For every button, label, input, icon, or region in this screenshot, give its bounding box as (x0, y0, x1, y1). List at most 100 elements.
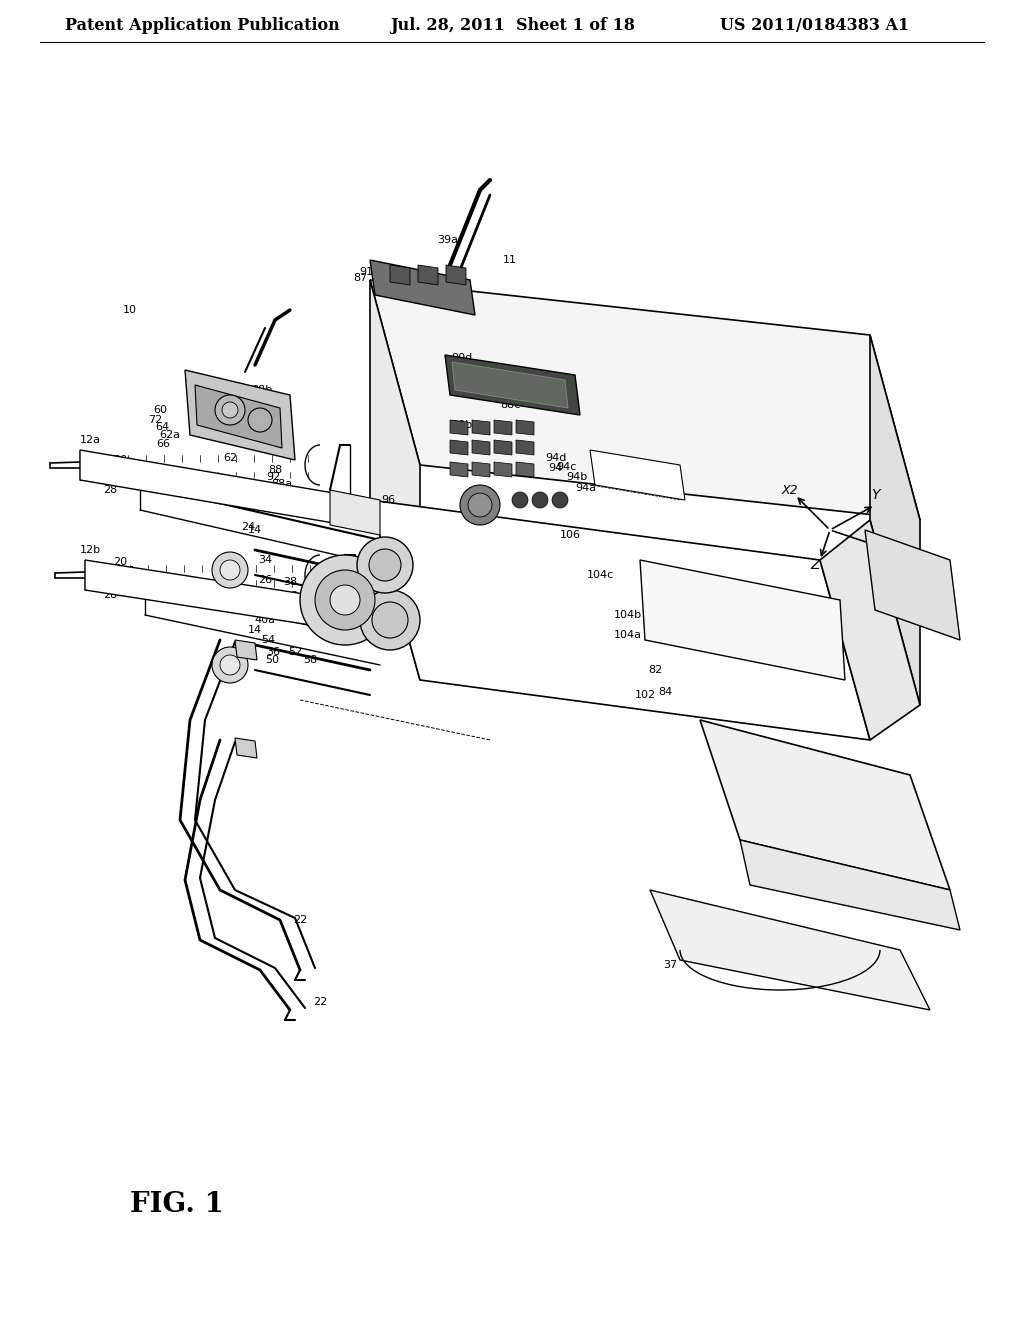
Text: 12b: 12b (80, 545, 100, 554)
Text: 72: 72 (147, 414, 162, 425)
Polygon shape (516, 462, 534, 477)
Text: 36: 36 (266, 647, 280, 657)
Polygon shape (740, 840, 961, 931)
Polygon shape (450, 420, 468, 436)
Polygon shape (590, 450, 685, 500)
Text: 60: 60 (153, 405, 167, 414)
Text: 20: 20 (113, 455, 127, 465)
Polygon shape (494, 420, 512, 436)
Text: 28: 28 (102, 590, 117, 601)
Text: 22: 22 (313, 997, 327, 1007)
Text: 14: 14 (248, 525, 262, 535)
Polygon shape (370, 260, 475, 315)
Text: 38a: 38a (285, 591, 305, 601)
Text: 14: 14 (248, 624, 262, 635)
Text: US 2011/0184383 A1: US 2011/0184383 A1 (720, 16, 909, 33)
Text: X1: X1 (892, 564, 908, 577)
Text: 90d: 90d (452, 352, 473, 363)
Text: 40a: 40a (255, 615, 275, 624)
Circle shape (369, 549, 401, 581)
Circle shape (215, 395, 245, 425)
Text: 62: 62 (223, 453, 238, 463)
Polygon shape (870, 335, 920, 705)
Circle shape (372, 602, 408, 638)
Polygon shape (370, 500, 870, 741)
Text: 106: 106 (559, 531, 581, 540)
Circle shape (552, 492, 568, 508)
Polygon shape (450, 440, 468, 455)
Circle shape (212, 552, 248, 587)
Text: 102: 102 (635, 690, 655, 700)
Text: 52: 52 (288, 647, 302, 657)
Text: Patent Application Publication: Patent Application Publication (65, 16, 340, 33)
Text: 28: 28 (102, 484, 117, 495)
Text: 66a: 66a (205, 420, 225, 430)
Text: 90b: 90b (452, 420, 472, 430)
Polygon shape (516, 420, 534, 436)
Text: 92: 92 (266, 473, 281, 482)
Text: 100: 100 (744, 635, 766, 645)
Polygon shape (80, 450, 375, 531)
Polygon shape (330, 490, 380, 535)
Text: 96: 96 (381, 495, 395, 506)
Polygon shape (185, 370, 295, 459)
Text: 88c: 88c (500, 400, 520, 411)
Circle shape (330, 585, 360, 615)
Text: 16: 16 (101, 470, 115, 480)
Text: 94c: 94c (556, 462, 577, 473)
Polygon shape (472, 462, 490, 477)
Text: 88: 88 (268, 465, 283, 475)
Text: 10: 10 (123, 305, 137, 315)
Text: 64: 64 (155, 422, 169, 432)
Text: 20: 20 (113, 557, 127, 568)
Text: 94d: 94d (546, 453, 566, 463)
Circle shape (460, 484, 500, 525)
Text: 26: 26 (258, 576, 272, 585)
Text: 86: 86 (376, 280, 390, 290)
Polygon shape (472, 440, 490, 455)
Text: 104c: 104c (587, 570, 613, 579)
Text: 58: 58 (303, 655, 317, 665)
Text: 12a: 12a (80, 436, 100, 445)
Polygon shape (650, 890, 930, 1010)
Circle shape (315, 570, 375, 630)
Text: 62a: 62a (160, 430, 180, 440)
Text: 39a: 39a (437, 235, 459, 246)
Polygon shape (494, 440, 512, 455)
Circle shape (360, 590, 420, 649)
Text: 87: 87 (353, 273, 368, 282)
Polygon shape (418, 265, 438, 285)
Polygon shape (370, 280, 420, 680)
Text: Jul. 28, 2011  Sheet 1 of 18: Jul. 28, 2011 Sheet 1 of 18 (390, 16, 635, 33)
Text: 24: 24 (241, 521, 255, 532)
Text: Z: Z (810, 558, 820, 572)
Text: 88a: 88a (271, 479, 293, 488)
Circle shape (512, 492, 528, 508)
Text: 82: 82 (648, 665, 663, 675)
Circle shape (248, 408, 272, 432)
Text: 38: 38 (283, 577, 297, 587)
Text: X2: X2 (781, 483, 799, 496)
Polygon shape (390, 265, 410, 285)
Text: 90a: 90a (452, 366, 472, 375)
Text: X: X (895, 543, 905, 557)
Text: 22: 22 (293, 915, 307, 925)
Text: 68: 68 (243, 436, 257, 445)
Polygon shape (234, 640, 257, 660)
Polygon shape (195, 385, 282, 447)
Polygon shape (820, 520, 920, 741)
Polygon shape (85, 560, 375, 635)
Polygon shape (446, 265, 466, 285)
Text: 94a: 94a (575, 483, 597, 492)
Circle shape (220, 655, 240, 675)
Text: 40b: 40b (253, 601, 273, 610)
Text: 18: 18 (275, 595, 290, 605)
Text: 84: 84 (657, 686, 672, 697)
Text: 94b: 94b (566, 473, 588, 482)
Text: 32: 32 (718, 610, 732, 620)
Text: 11: 11 (503, 255, 517, 265)
Polygon shape (445, 355, 580, 414)
Text: 66: 66 (156, 440, 170, 449)
Polygon shape (516, 440, 534, 455)
Polygon shape (450, 462, 468, 477)
